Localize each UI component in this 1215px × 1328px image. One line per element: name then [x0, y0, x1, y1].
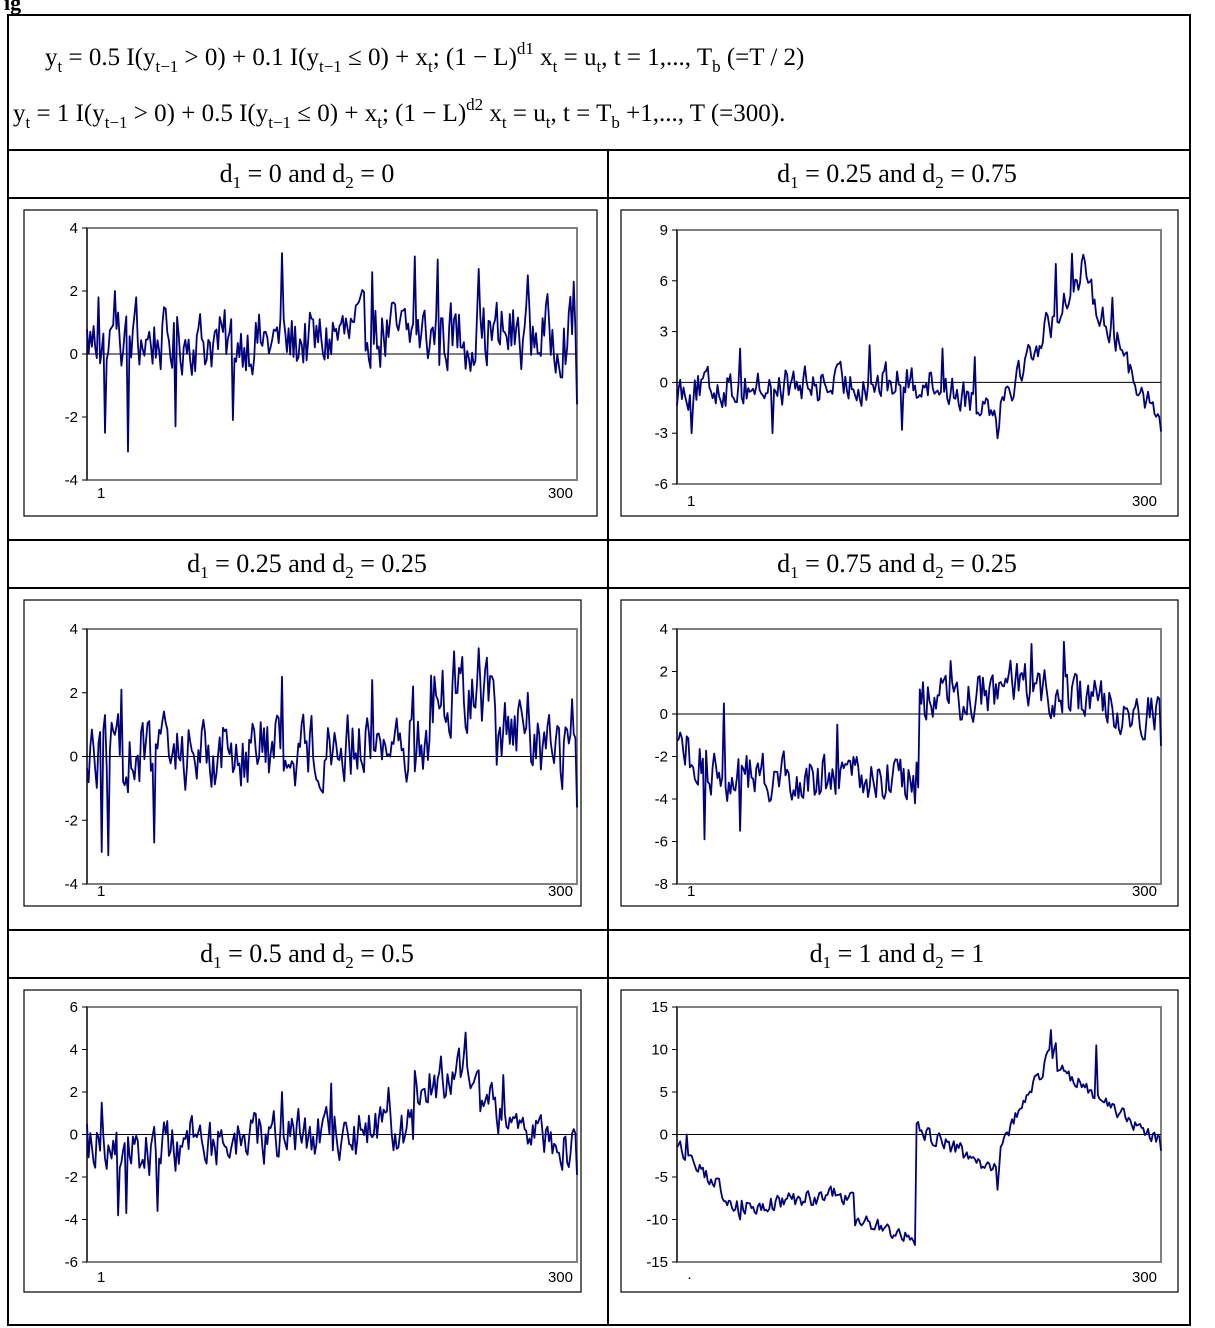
y-tick-label: -2 — [655, 749, 668, 766]
panel-caption: d1 = 0.25 and d2 = 0.25 — [187, 549, 427, 582]
x-tick-label-first: 1 — [687, 883, 695, 900]
y-tick-label: -8 — [655, 876, 668, 893]
panel-caption: d1 = 0.5 and d2 = 0.5 — [200, 939, 414, 972]
y-tick-label: -4 — [65, 876, 78, 893]
panel-caption: d1 = 0.75 and d2 = 0.25 — [777, 549, 1017, 582]
y-tick-label: -2 — [65, 1169, 78, 1186]
chart-panel: -6 -3 0 3 6 9 1 300 — [620, 209, 1179, 517]
x-tick-label-first: 1 — [97, 485, 105, 502]
y-tick-label: -6 — [655, 476, 668, 493]
y-tick-label: 2 — [660, 664, 668, 681]
y-tick-label: 0 — [660, 706, 668, 723]
series-line — [86, 252, 578, 453]
y-tick-label: -5 — [655, 1169, 668, 1186]
chart-panel: -4 -2 0 2 4 1 300 — [23, 209, 598, 517]
series-line — [86, 1031, 578, 1217]
y-tick-label: 4 — [660, 621, 668, 638]
x-tick-label-last: 300 — [548, 1269, 573, 1286]
y-tick-label: -4 — [655, 791, 668, 808]
equation-line-2: yt = 1 I(yt−1 > 0) + 0.5 I(yt−1 ≤ 0) + x… — [13, 95, 785, 132]
figure-table: yt = 0.5 I(yt−1 > 0) + 0.1 I(yt−1 ≤ 0) +… — [7, 14, 1191, 1326]
y-tick-label: -6 — [65, 1254, 78, 1271]
y-tick-label: 5 — [660, 1084, 668, 1101]
chart-panel: -4 -2 0 2 4 1 300 — [23, 599, 582, 907]
y-tick-label: 0 — [70, 1127, 78, 1144]
y-tick-label: -4 — [65, 1212, 78, 1229]
y-tick-label: -10 — [646, 1212, 668, 1229]
chart-area — [620, 989, 1179, 1293]
y-tick-label: 0 — [70, 749, 78, 766]
y-tick-label: 10 — [651, 1042, 668, 1059]
y-tick-label: 4 — [70, 621, 78, 638]
x-tick-label-first: 1 — [97, 1269, 105, 1286]
x-tick-label-last: 300 — [548, 883, 573, 900]
x-tick-label-first: 1 — [97, 883, 105, 900]
chart-area — [23, 209, 598, 517]
y-tick-label: 2 — [70, 1084, 78, 1101]
panel-caption: d1 = 0 and d2 = 0 — [220, 159, 395, 192]
figure-header-fragment: ig — [0, 0, 1215, 14]
chart-area — [620, 209, 1179, 517]
x-tick-label-last: 300 — [1132, 883, 1157, 900]
panel-caption: d1 = 0.25 and d2 = 0.75 — [777, 159, 1017, 192]
chart-panel: -15 -10 -5 0 5 10 15 · 300 — [620, 989, 1179, 1293]
y-tick-label: 0 — [70, 346, 78, 363]
x-tick-label-last: 300 — [1132, 493, 1157, 510]
series-line — [676, 640, 1162, 841]
y-tick-label: 0 — [660, 1127, 668, 1144]
x-tick-label-first: 1 — [687, 493, 695, 510]
figure-svg: yt = 0.5 I(yt−1 > 0) + 0.1 I(yt−1 ≤ 0) +… — [7, 14, 1191, 1326]
chart-area — [23, 599, 582, 907]
series-line — [676, 252, 1162, 440]
x-tick-label-first: · — [687, 1269, 692, 1286]
y-tick-label: -2 — [65, 409, 78, 426]
y-tick-label: 6 — [70, 999, 78, 1016]
equation-line-1: yt = 0.5 I(yt−1 > 0) + 0.1 I(yt−1 ≤ 0) +… — [45, 39, 804, 76]
y-tick-label: -15 — [646, 1254, 668, 1271]
y-tick-label: 3 — [660, 324, 668, 341]
chart-panel: -6 -4 -2 0 2 4 6 1 300 — [23, 989, 582, 1293]
y-tick-label: 0 — [660, 374, 668, 391]
y-tick-label: 15 — [651, 999, 668, 1016]
figure-header-text: ig — [4, 0, 22, 14]
y-tick-label: -6 — [655, 834, 668, 851]
x-tick-label-last: 300 — [548, 485, 573, 502]
series-line — [676, 1029, 1162, 1246]
series-line — [86, 647, 578, 857]
y-tick-label: 4 — [70, 1042, 78, 1059]
chart-panel: -8 -6 -4 -2 0 2 4 1 300 — [620, 599, 1179, 907]
y-tick-label: 9 — [660, 222, 668, 239]
y-tick-label: 2 — [70, 685, 78, 702]
y-tick-label: -2 — [65, 812, 78, 829]
x-tick-label-last: 300 — [1132, 1269, 1157, 1286]
y-tick-label: -3 — [655, 425, 668, 442]
panel-caption: d1 = 1 and d2 = 1 — [810, 939, 985, 972]
y-tick-label: 2 — [70, 283, 78, 300]
y-tick-label: 6 — [660, 273, 668, 290]
chart-area — [620, 599, 1179, 907]
y-tick-label: -4 — [65, 472, 78, 489]
y-tick-label: 4 — [70, 220, 78, 237]
